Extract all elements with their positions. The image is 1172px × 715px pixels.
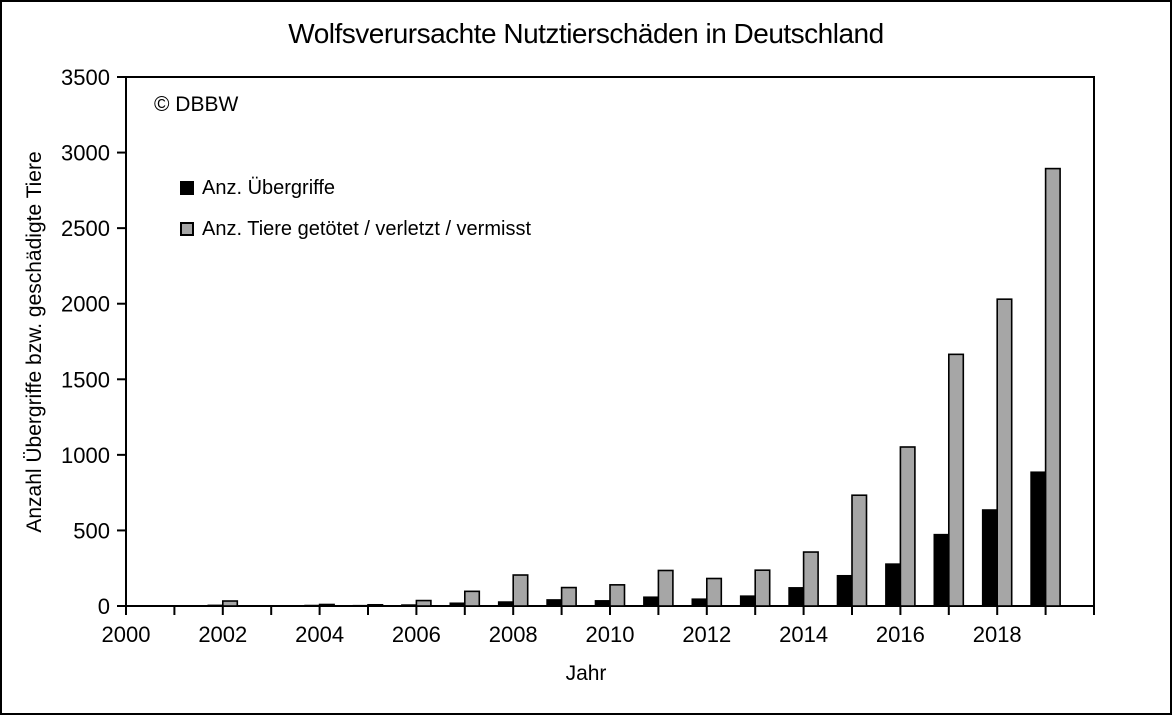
bar-uebergriffe-2017 [933,533,950,607]
x-tick-label: 2008 [489,622,538,647]
bar-uebergriffe-2008 [497,601,515,607]
bar-uebergriffe-2012 [691,598,708,607]
bar-tiere-2007 [463,590,481,607]
x-tick-label: 2002 [198,622,247,647]
y-axis-title: Anzahl Übergriffe bzw. geschädigte Tiere [23,151,46,533]
bar-tiere-2014 [802,551,819,607]
legend-label-uebergriffe: Anz. Übergriffe [202,176,336,199]
x-tick-label: 2016 [876,622,925,647]
y-tick-label: 3500 [61,65,110,90]
bar-tiere-2016 [899,446,916,607]
x-tick-label: 2018 [973,622,1022,647]
y-tick-label: 1000 [61,443,110,468]
bar-uebergriffe-2015 [836,574,853,607]
bar-uebergriffe-2013 [739,595,757,607]
y-tick-label: 3000 [61,141,110,166]
bar-tiere-2011 [657,569,674,607]
bar-tiere-2004 [318,603,335,607]
bar-uebergriffe-2002 [207,604,224,607]
x-tick-label: 2004 [295,622,344,647]
y-tick-label: 1500 [61,367,110,392]
bar-uebergriffe-2010 [594,600,611,607]
y-tick-label: 2000 [61,292,110,317]
bar-tiere-2002 [222,600,239,607]
bar-tiere-2006 [415,599,432,607]
copyright-label: © DBBW [154,93,239,116]
bar-uebergriffe-2019 [1030,471,1047,607]
y-tick-label: 2500 [61,216,110,241]
legend-swatch-black-icon [180,181,194,195]
x-tick-label: 2014 [779,622,828,647]
bar-tiere-2013 [754,569,771,607]
bar-tiere-2015 [851,494,868,607]
bar-tiere-2010 [609,584,626,607]
y-tick-label: 500 [73,518,110,543]
bar-tiere-2019 [1044,167,1061,607]
x-tick-label: 2000 [102,622,151,647]
chart-title: Wolfsverursachte Nutztierschäden in Deut… [288,18,884,49]
x-tick-label: 2012 [682,622,731,647]
bar-tiere-2018 [996,298,1013,607]
bar-tiere-2005 [367,603,384,607]
bar-tiere-2017 [947,353,965,607]
bar-uebergriffe-2016 [885,563,902,607]
x-tick-label: 2006 [392,622,441,647]
y-tick-label: 0 [98,594,110,619]
legend-item-tiere: Anz. Tiere getötet / verletzt / vermisst [180,217,531,241]
bar-uebergriffe-2011 [643,596,660,607]
bar-uebergriffe-2014 [788,587,805,607]
bar-uebergriffe-2009 [546,599,563,607]
bar-tiere-2008 [512,574,529,607]
legend-swatch-gray-icon [180,222,194,236]
x-tick-label: 2010 [586,622,635,647]
legend-item-uebergriffe: Anz. Übergriffe [180,176,531,200]
bar-tiere-2009 [560,586,577,607]
x-axis-title: Jahr [565,662,607,685]
bar-uebergriffe-2018 [981,509,999,607]
legend: Anz. Übergriffe Anz. Tiere getötet / ver… [180,176,531,258]
bar-uebergriffe-2006 [401,604,418,607]
legend-label-tiere: Anz. Tiere getötet / verletzt / vermisst [202,217,532,240]
bar-uebergriffe-2007 [449,602,466,607]
bar-tiere-2012 [705,577,723,607]
